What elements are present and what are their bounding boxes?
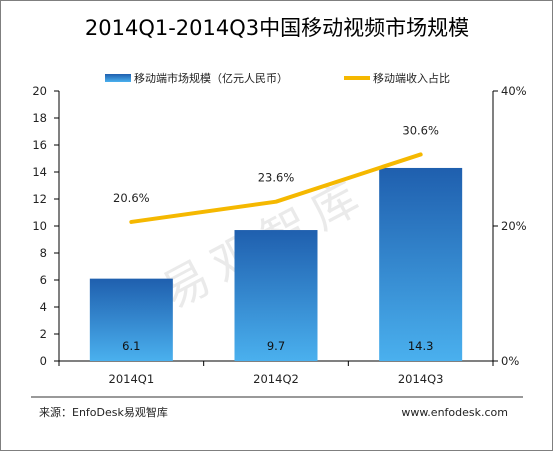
line-data-label: 20.6% xyxy=(113,191,150,205)
legend-label-bar: 移动端市场规模（亿元人民币） xyxy=(134,71,288,85)
y-left-tick-label: 0 xyxy=(40,354,47,368)
bar-data-label: 14.3 xyxy=(408,339,434,353)
bar xyxy=(89,278,173,361)
y-left-tick-label: 16 xyxy=(32,138,47,152)
x-tick-label: 2014Q2 xyxy=(253,372,299,386)
y-left-tick-label: 20 xyxy=(32,84,47,98)
legend-label-line: 移动端收入占比 xyxy=(373,71,450,85)
bar xyxy=(379,167,463,361)
axes: 0 2 4 6 8 10 12 14 16 18 20 0% 20% 40% 2014Q1 2014Q2 201… xyxy=(32,84,526,386)
y-left-tick-label: 4 xyxy=(40,300,47,314)
legend: 移动端市场规模（亿元人民币） 移动端收入占比 xyxy=(105,71,450,85)
line-data-label: 23.6% xyxy=(258,171,295,185)
y-right-tick-label: 0% xyxy=(501,354,519,368)
bar-data-label: 6.1 xyxy=(122,339,140,353)
y-right-tick-label: 20% xyxy=(501,219,527,233)
y-left-tick-label: 18 xyxy=(32,111,47,125)
y-left-tick-label: 2 xyxy=(40,327,47,341)
line-series-path xyxy=(129,152,423,224)
footer-source: 来源：EnfoDesk易观智库 xyxy=(39,405,168,419)
y-left-tick-label: 14 xyxy=(32,165,47,179)
y-left-tick-label: 6 xyxy=(40,273,47,287)
line-series: 20.6% 23.6% 30.6% xyxy=(113,123,439,224)
y-left-tick-label: 8 xyxy=(40,246,47,260)
y-right-tick-label: 40% xyxy=(501,84,527,98)
bar xyxy=(234,230,318,361)
y-left-tick-label: 12 xyxy=(32,192,47,206)
legend-swatch-bar xyxy=(105,74,131,82)
y-left-tick-label: 10 xyxy=(32,219,47,233)
bar-data-label: 9.7 xyxy=(267,339,285,353)
line-data-label: 30.6% xyxy=(402,123,439,137)
chart-title: 2014Q1-2014Q3中国移动视频市场规模 xyxy=(85,16,469,40)
x-tick-label: 2014Q1 xyxy=(109,372,155,386)
bars: 6.1 9.7 14.3 xyxy=(89,167,463,361)
footer-url: www.enfodesk.com xyxy=(401,406,508,419)
x-tick-label: 2014Q3 xyxy=(398,372,444,386)
